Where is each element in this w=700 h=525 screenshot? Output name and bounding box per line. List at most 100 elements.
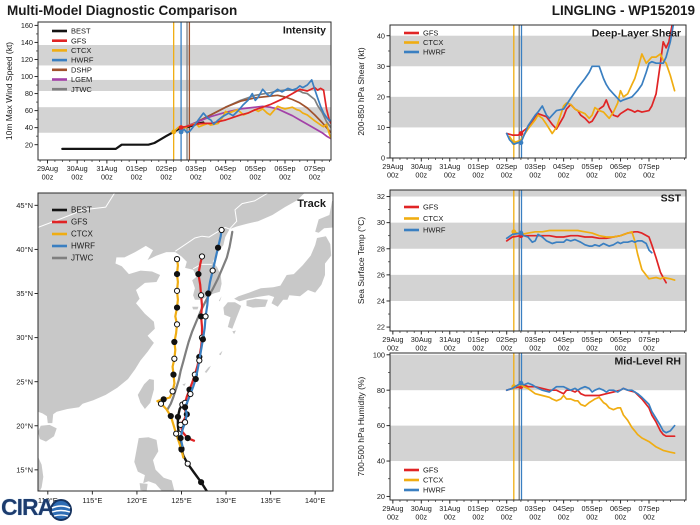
cira-logo-text: CIRA [1,493,54,520]
x-tick-label: 00z [71,173,83,182]
x-tick-label: 00z [415,513,427,522]
x-tick-label: 00z [615,513,627,522]
legend-label-hwrf: HWRF [423,48,446,57]
series-rh-hwrf [505,382,676,434]
x-tick-label: 05Sep [582,162,603,171]
lat-tick-label: 20°N [16,421,33,430]
legend-label-best: BEST [71,206,92,215]
landmass [192,306,199,310]
x-tick-label: 31Aug [439,504,460,513]
x-tick-label: 00z [131,173,143,182]
y-tick-label: 10 [377,123,385,132]
legend-label-gfs: GFS [71,218,87,227]
open-position-marker [187,390,194,398]
y-tick-label: 26 [377,270,385,279]
y-tick-label: 20 [377,92,385,101]
legend-label-hwrf: HWRF [71,242,95,251]
init-dot-hwrf [518,380,524,386]
series-shear-hwrf [505,25,675,146]
legend-label-ctcx: CTCX [423,214,443,223]
lat-tick-label: 45°N [16,201,33,210]
x-tick-label: 07Sep [638,162,659,171]
x-tick-label: 03Sep [525,162,546,171]
y-axis-label-sst: Sea Surface Temp (°C) [356,217,366,305]
landmass [315,200,333,233]
track-jtwc [166,230,234,411]
y-tick-label: 22 [377,323,385,332]
x-tick-label: 00z [160,173,172,182]
x-tick-label: 00z [279,173,291,182]
x-tick-label: 29Aug [37,164,58,173]
series-shear-ctcx [508,53,676,144]
x-tick-label: 07Sep [304,164,325,173]
x-tick-label: 04Sep [553,504,574,513]
legend-label-gfs: GFS [423,203,438,212]
filled-position-marker [192,375,199,383]
x-tick-label: 00z [501,171,513,180]
x-tick-label: 00z [444,344,456,353]
legend-label-ctcx: CTCX [71,46,91,55]
x-tick-label: 00z [444,171,456,180]
x-tick-label: 00z [387,171,399,180]
x-tick-label: 00z [501,344,513,353]
series-intensity-lgem [186,105,331,140]
landmass [38,193,305,424]
x-tick-label: 05Sep [582,504,603,513]
panel-frame [37,21,332,161]
open-position-marker [184,460,191,467]
y-tick-label: 30 [377,218,385,227]
x-tick-label: 00z [558,171,570,180]
storm-title: LINGLING - WP152019 [551,3,695,18]
y-tick-label: 60 [25,106,33,115]
lon-tick-label: 125°E [171,496,192,505]
x-tick-label: 01Sep [468,504,489,513]
x-tick-label: 30Aug [67,164,88,173]
x-tick-label: 06Sep [610,162,631,171]
y-tick-label: 20 [25,140,33,149]
landmass [139,483,148,491]
open-position-marker [157,400,165,407]
x-tick-label: 00z [501,513,513,522]
landmass [137,379,154,409]
init-dot-hwrf [518,140,524,146]
x-tick-label: 03Sep [525,504,546,513]
init-dot-ctcx [171,129,177,135]
x-tick-label: 01Sep [468,335,489,344]
x-tick-label: 00z [387,513,399,522]
panel-title-rh: Mid-Level RH [614,356,681,368]
x-tick-label: 29Aug [382,335,403,344]
lon-tick-label: 120°E [127,496,148,505]
series-rh-ctcx [512,384,676,454]
legend-label-gfs: GFS [423,466,438,475]
filled-position-marker [205,290,212,297]
filled-position-marker [181,404,189,411]
y-tick-label: 120 [21,55,33,64]
x-tick-label: 00z [415,171,427,180]
x-tick-label: 00z [472,171,484,180]
x-tick-label: 01Sep [468,162,489,171]
legend-label-ctcx: CTCX [423,38,443,47]
x-tick-label: 00z [42,173,54,182]
x-tick-label: 31Aug [439,162,460,171]
x-tick-label: 07Sep [638,335,659,344]
filled-position-marker [171,338,178,346]
filled-position-marker [170,371,177,378]
legend-label-hwrf: HWRF [423,226,446,235]
lat-tick-label: 15°N [16,465,33,474]
open-position-marker [171,355,178,362]
series-shear-gfs [505,25,674,136]
filled-position-marker [174,413,182,421]
x-tick-label: 31Aug [96,164,117,173]
y-tick-label: 80 [25,89,33,98]
panel-title-intensity: Intensity [283,25,326,37]
y-tick-label: 32 [377,192,385,201]
y-tick-label: 28 [377,244,385,253]
category-band [390,354,686,391]
x-tick-label: 30Aug [411,504,432,513]
legend-label-hwrf: HWRF [71,56,94,65]
filled-position-marker [199,336,206,343]
x-tick-label: 00z [643,171,655,180]
landmass [218,350,223,356]
sst-panel: 29Aug00z30Aug00z31Aug00z01Sep00z02Sep00z… [356,189,687,353]
y-tick-label: 160 [21,21,33,30]
